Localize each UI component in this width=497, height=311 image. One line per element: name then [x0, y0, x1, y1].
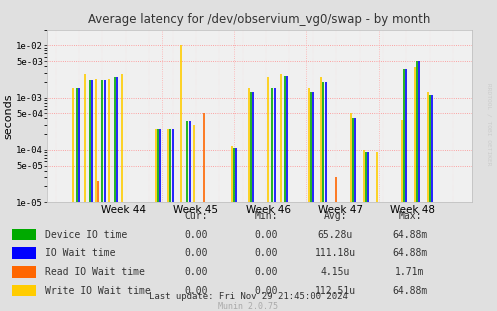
Text: 0.00: 0.00 [184, 230, 208, 240]
Text: 64.88m: 64.88m [393, 230, 427, 240]
Text: 111.18u: 111.18u [315, 248, 356, 258]
Text: Min:: Min: [254, 211, 278, 221]
Text: 0.00: 0.00 [254, 230, 278, 240]
Text: Cur:: Cur: [184, 211, 208, 221]
Text: 0.00: 0.00 [254, 248, 278, 258]
Text: Read IO Wait time: Read IO Wait time [45, 267, 145, 277]
Text: 112.51u: 112.51u [315, 286, 356, 296]
Text: IO Wait time: IO Wait time [45, 248, 115, 258]
Text: Max:: Max: [398, 211, 422, 221]
Text: 4.15u: 4.15u [321, 267, 350, 277]
Text: Last update: Fri Nov 29 21:45:00 2024: Last update: Fri Nov 29 21:45:00 2024 [149, 291, 348, 300]
Text: 0.00: 0.00 [254, 267, 278, 277]
Text: 0.00: 0.00 [184, 248, 208, 258]
Text: 65.28u: 65.28u [318, 230, 353, 240]
Text: 0.00: 0.00 [184, 267, 208, 277]
Text: Munin 2.0.75: Munin 2.0.75 [219, 301, 278, 310]
Text: 64.88m: 64.88m [393, 286, 427, 296]
Title: Average latency for /dev/observium_vg0/swap - by month: Average latency for /dev/observium_vg0/s… [88, 13, 431, 26]
Text: 0.00: 0.00 [254, 286, 278, 296]
Text: Device IO time: Device IO time [45, 230, 127, 240]
Text: Avg:: Avg: [324, 211, 347, 221]
Text: Write IO Wait time: Write IO Wait time [45, 286, 151, 296]
Text: 64.88m: 64.88m [393, 248, 427, 258]
Text: RRDTOOL / TOBI OETIKER: RRDTOOL / TOBI OETIKER [486, 83, 491, 166]
Text: 1.71m: 1.71m [395, 267, 425, 277]
Text: 0.00: 0.00 [184, 286, 208, 296]
Y-axis label: seconds: seconds [3, 93, 13, 139]
